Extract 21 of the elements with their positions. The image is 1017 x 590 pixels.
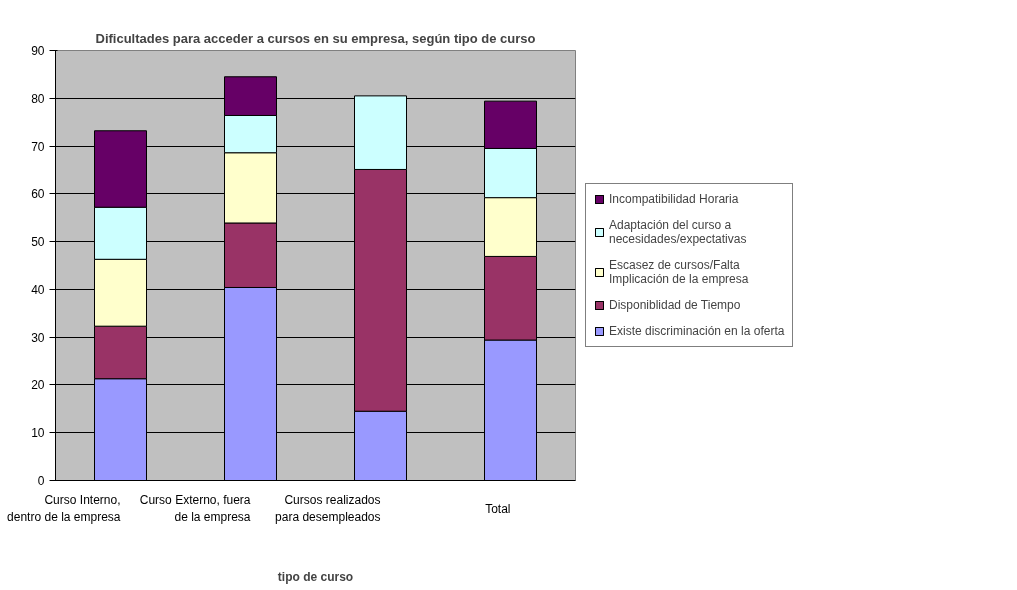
legend-label: Adaptación del curso a necesidades/expectativas — [609, 218, 747, 246]
x-tick-label: Curso Interno, dentro de la empresa — [7, 493, 121, 524]
legend-label: Existe discriminación en la oferta — [609, 324, 785, 338]
legend-label: Incompatibilidad Horaria — [609, 192, 739, 206]
legend-label: Disponiblidad de Tiempo — [609, 298, 741, 312]
x-axis-title: tipo de curso — [277, 570, 354, 585]
y-tick-label: 20 — [31, 378, 45, 393]
y-tick-label: 30 — [31, 330, 45, 345]
y-tick-label: 60 — [31, 187, 45, 202]
y-tick-label: 90 — [31, 44, 45, 58]
x-tick-label: Curso Externo, fuera de la empresa — [139, 493, 251, 524]
legend-label: Escasez de cursos/Falta Implicación de la empresa — [609, 258, 749, 286]
chart-title: Dificultades para acceder a cursos en su empresa, según tipo de curso — [95, 30, 536, 46]
x-tick-label: Total — [485, 501, 511, 516]
y-tick-label: 10 — [31, 426, 45, 441]
y-tick-label: 0 — [37, 474, 45, 488]
y-tick-label: 50 — [31, 235, 45, 250]
y-tick-label: 80 — [31, 91, 45, 106]
y-tick-label: 40 — [31, 282, 45, 297]
x-tick-label: Cursos realizados para desempleados — [275, 493, 381, 524]
y-tick-label: 70 — [31, 139, 45, 154]
